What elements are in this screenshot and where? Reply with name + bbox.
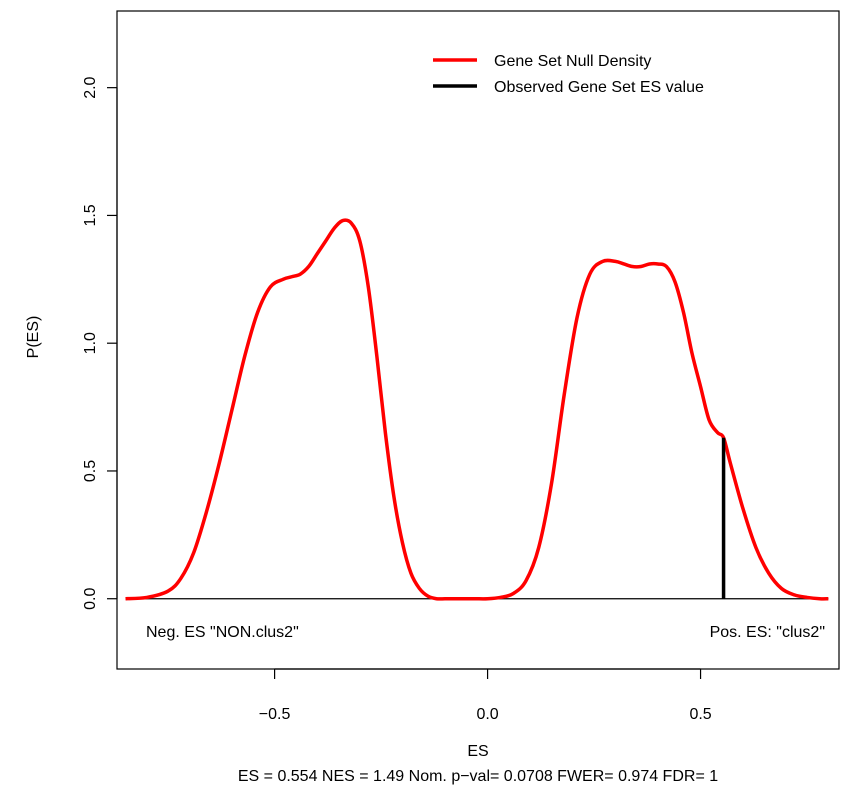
legend: Gene Set Null Density Observed Gene Set … <box>433 53 704 96</box>
y-tick-label: 2.0 <box>82 76 99 98</box>
y-tick-label: 0.5 <box>82 460 99 482</box>
null-density-curve <box>125 218 829 601</box>
y-tick-label: 1.5 <box>82 204 99 226</box>
legend-label-null-density: Gene Set Null Density <box>494 53 651 70</box>
chart-subtitle: ES = 0.554 NES = 1.49 Nom. p−val= 0.0708… <box>238 768 718 785</box>
x-axis: −0.5 0.0 0.5 <box>259 668 712 723</box>
annotation-negative: Neg. ES "NON.clus2" <box>146 624 299 641</box>
y-tick-label: 0.0 <box>82 588 99 610</box>
annotation-positive: Pos. ES: "clus2" <box>710 624 825 641</box>
legend-label-observed-es: Observed Gene Set ES value <box>494 79 704 96</box>
y-tick-label: 1.0 <box>82 332 99 354</box>
x-tick-label: −0.5 <box>259 706 291 723</box>
x-axis-label: ES <box>467 743 488 760</box>
y-axis: 0.0 0.5 1.0 1.5 2.0 <box>82 76 118 610</box>
series-lines <box>125 218 829 601</box>
x-tick-label: 0.5 <box>689 706 711 723</box>
y-axis-label: P(ES) <box>25 316 42 359</box>
x-tick-label: 0.0 <box>476 706 498 723</box>
